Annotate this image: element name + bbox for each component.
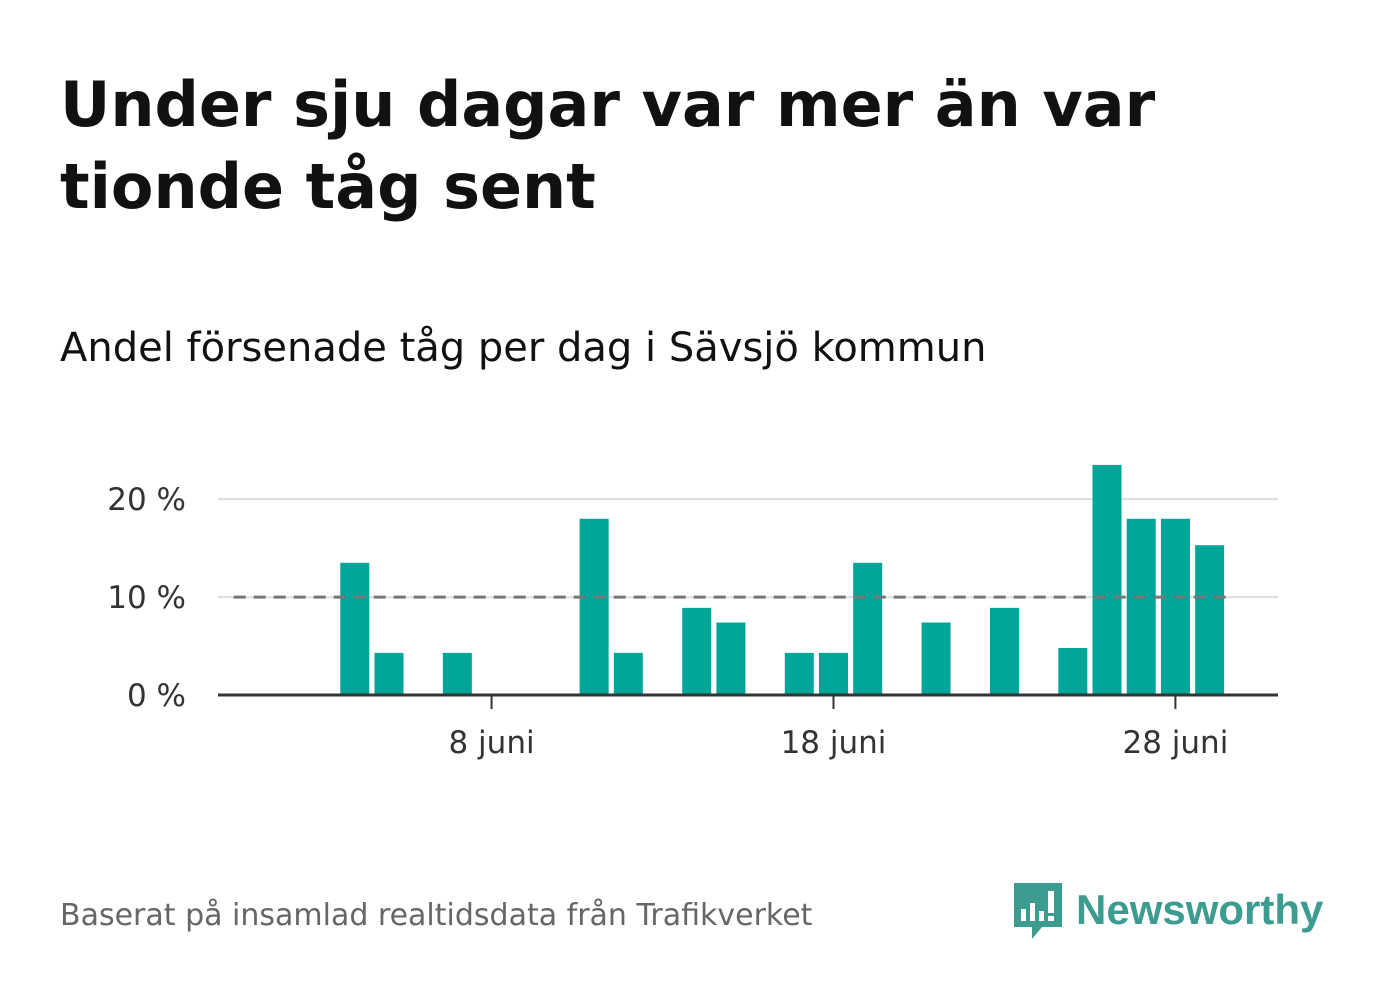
bar-day-7 bbox=[442, 652, 472, 695]
brand-name: Newsworthy bbox=[1076, 886, 1324, 933]
bar-day-12 bbox=[613, 652, 643, 695]
bar-day-28 bbox=[1160, 518, 1190, 695]
bar-day-15 bbox=[716, 622, 746, 695]
y-tick-label: 20 % bbox=[107, 482, 186, 518]
brand-logo: Newsworthy bbox=[1012, 878, 1323, 942]
bar-day-4 bbox=[340, 562, 370, 695]
y-tick-label: 10 % bbox=[107, 580, 186, 616]
tick-labels: 0 % 10 % 20 % 8 juni 18 juni 28 juni bbox=[107, 482, 1228, 761]
chart-title: Under sju dagar var mer än var tionde tå… bbox=[60, 68, 1156, 223]
axes bbox=[218, 693, 1278, 709]
bar-day-27 bbox=[1126, 518, 1156, 695]
bar-day-11 bbox=[579, 518, 609, 695]
newsworthy-chart-icon bbox=[1014, 883, 1062, 939]
bar-day-21 bbox=[921, 622, 951, 695]
source-note: Baserat på insamlad realtidsdata från Tr… bbox=[60, 898, 813, 933]
y-tick-label: 0 % bbox=[127, 678, 186, 714]
bar-day-25 bbox=[1058, 648, 1088, 695]
bar-day-23 bbox=[989, 607, 1019, 695]
x-tick-label: 18 juni bbox=[781, 725, 887, 761]
bar-day-18 bbox=[818, 652, 848, 695]
bar-day-17 bbox=[784, 652, 814, 695]
bar-day-14 bbox=[682, 607, 712, 695]
bar-day-29 bbox=[1195, 545, 1225, 695]
bar-day-5 bbox=[374, 652, 404, 695]
chart-subtitle: Andel försenade tåg per dag i Sävsjö kom… bbox=[60, 325, 987, 371]
bar-day-26 bbox=[1092, 464, 1122, 695]
bar-day-19 bbox=[853, 562, 883, 695]
x-tick-label: 8 juni bbox=[448, 725, 534, 761]
bars bbox=[340, 464, 1225, 695]
x-tick-label: 28 juni bbox=[1123, 725, 1229, 761]
